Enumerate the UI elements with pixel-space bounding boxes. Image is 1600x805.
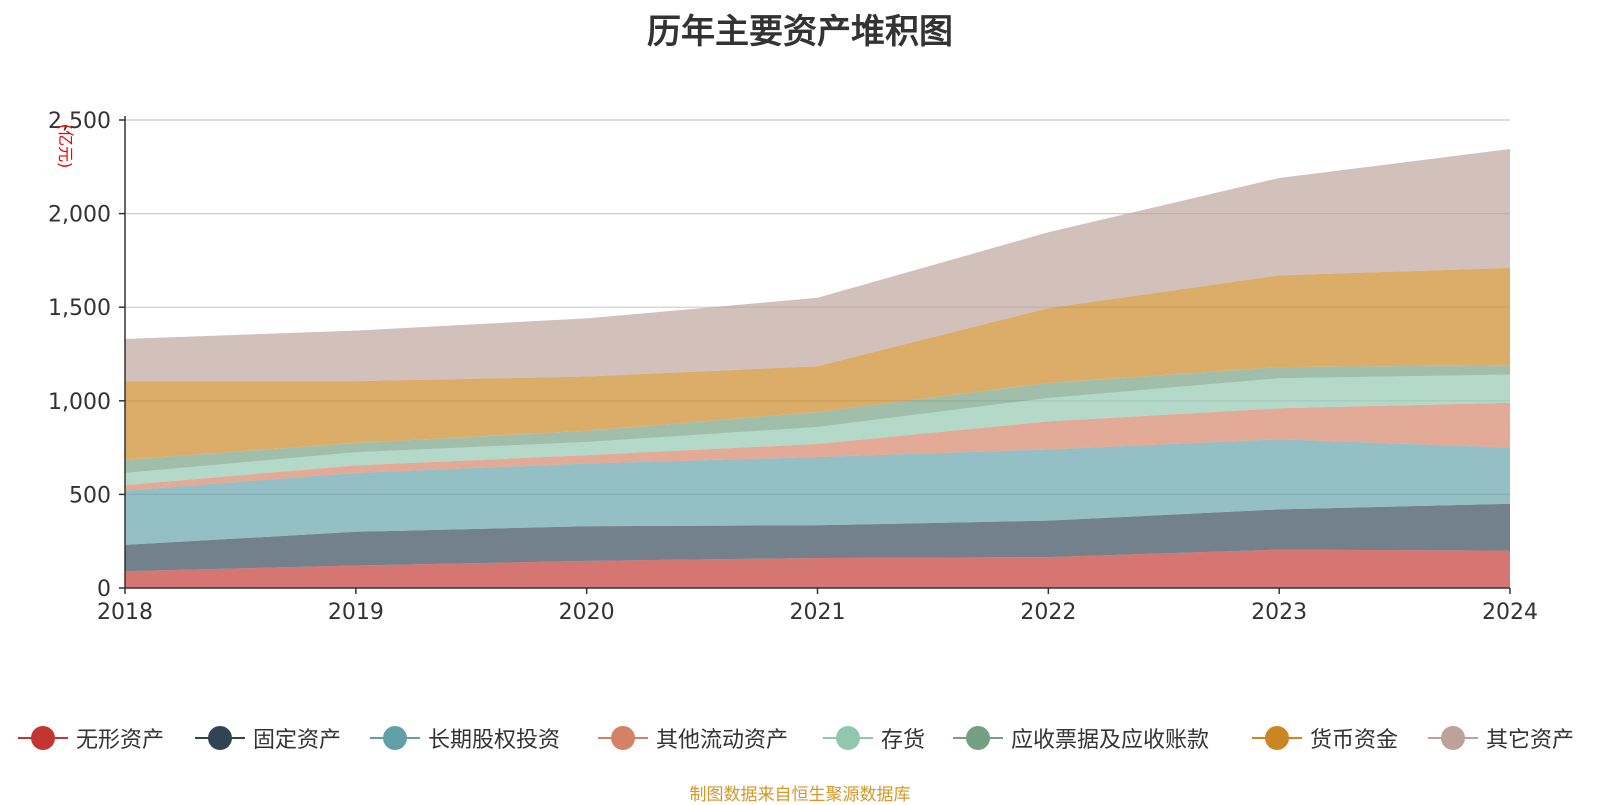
stacked-area-chart: 0 500 1,000 1,500 2,000 2,500 2018 2019 2020 2021… xyxy=(48,109,1538,625)
legend-label: 其他流动资产 xyxy=(656,728,789,753)
area-series-其他流动资产[interactable] xyxy=(125,402,1510,491)
y-tick-label: 2,000 xyxy=(48,203,111,228)
legend-marker-icon xyxy=(953,725,1003,751)
legend-marker-icon xyxy=(195,725,245,751)
legend-label: 存货 xyxy=(881,728,926,753)
chart-title: 历年主要资产堆积图 xyxy=(647,12,953,52)
legend-marker-icon xyxy=(823,725,873,751)
legend-item[interactable]: 固定资产 xyxy=(195,718,341,758)
legend-label: 货币资金 xyxy=(1310,728,1399,753)
area-series-存货[interactable] xyxy=(125,374,1510,485)
area-series xyxy=(125,149,1510,588)
y-tick-label: 1,500 xyxy=(48,296,111,321)
legend-item[interactable]: 其他流动资产 xyxy=(598,718,788,758)
y-tick-label: 0 xyxy=(97,577,111,602)
y-tick-label: 1,000 xyxy=(48,390,111,415)
legend-item[interactable]: 存货 xyxy=(823,718,925,758)
legend-label: 应收票据及应收账款 xyxy=(1011,728,1210,753)
axes: 0 500 1,000 1,500 2,000 2,500 2018 2019 2020 2021… xyxy=(48,109,1538,625)
x-tick-label: 2021 xyxy=(790,600,846,625)
legend-label: 无形资产 xyxy=(76,728,165,753)
legend-label: 固定资产 xyxy=(253,728,342,753)
x-tick-label: 2018 xyxy=(97,600,153,625)
x-tick-label: 2019 xyxy=(328,600,384,625)
legend-item[interactable]: 长期股权投资 xyxy=(370,718,560,758)
x-tick-label: 2022 xyxy=(1020,600,1076,625)
legend-item[interactable]: 货币资金 xyxy=(1252,718,1398,758)
legend-item[interactable]: 应收票据及应收账款 xyxy=(953,718,1209,758)
x-tick-label: 2023 xyxy=(1251,600,1307,625)
area-series-货币资金[interactable] xyxy=(125,267,1510,460)
y-tick-label: 2,500 xyxy=(48,109,111,134)
x-tick-label: 2024 xyxy=(1482,600,1538,625)
area-series-其它资产[interactable] xyxy=(125,149,1510,382)
legend-item[interactable]: 其它资产 xyxy=(1428,718,1574,758)
x-tick-label: 2020 xyxy=(559,600,615,625)
chart-legend: 无形资产 固定资产 长期股权投资 其他流动资产 存货 应收票据及应收账款 货币资金 其它资产 xyxy=(0,718,1600,758)
legend-marker-icon xyxy=(18,725,68,751)
area-series-长期股权投资[interactable] xyxy=(125,439,1510,545)
y-tick-label: 500 xyxy=(69,483,111,508)
legend-marker-icon xyxy=(370,725,420,751)
legend-label: 其它资产 xyxy=(1486,728,1575,753)
area-series-无形资产[interactable] xyxy=(125,549,1510,588)
area-series-固定资产[interactable] xyxy=(125,503,1510,572)
y-axis-unit-label: (亿元) xyxy=(56,124,75,169)
legend-marker-icon xyxy=(1252,725,1302,751)
legend-marker-icon xyxy=(598,725,648,751)
legend-label: 长期股权投资 xyxy=(428,728,561,753)
area-series-应收票据及应收账款[interactable] xyxy=(125,365,1510,473)
legend-item[interactable]: 无形资产 xyxy=(18,718,164,758)
data-source-note: 制图数据来自恒生聚源数据库 xyxy=(689,785,911,805)
legend-marker-icon xyxy=(1428,725,1478,751)
